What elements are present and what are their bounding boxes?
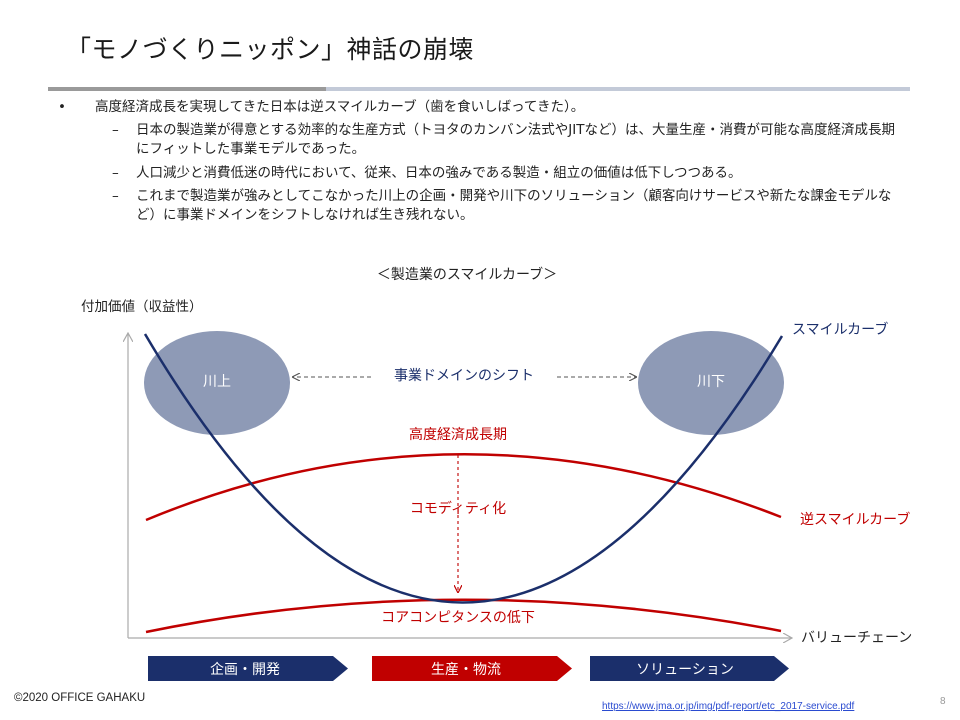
diagram-title: ＜製造業のスマイルカーブ＞ (377, 266, 557, 283)
x-axis-label: バリューチェーン (801, 630, 912, 646)
stage-label-production: 生産・物流 (431, 662, 501, 678)
title-underline-dark (48, 87, 326, 91)
sub-bullet-marker: – (112, 165, 119, 181)
page-number: 8 (940, 696, 946, 707)
smile-curve-label: スマイルカーブ (792, 321, 888, 338)
sub-bullet-marker: – (112, 188, 119, 204)
upstream-ellipse (144, 331, 290, 435)
sub-bullet-marker: – (112, 122, 119, 138)
upstream-label: 川上 (203, 374, 231, 390)
core-competence-label: コアコンピタンスの低下 (381, 610, 535, 626)
sub-bullet-text: 人口減少と消費低迷の時代において、従来、日本の強みである製造・組立の価値は低下し… (136, 165, 742, 181)
reverse-smile-curve-label: 逆スマイルカーブ (800, 511, 910, 528)
slide-title: 「モノづくりニッポン」神話の崩壊 (66, 35, 475, 64)
stage-label-planning: 企画・開発 (210, 661, 280, 678)
stage-arrow-planning (148, 656, 348, 681)
shift-label: 事業ドメインのシフト (394, 368, 534, 384)
title-underline-light (326, 87, 910, 91)
stage-arrow-solution (590, 656, 789, 681)
y-axis-label: 付加価値（収益性） (81, 299, 203, 315)
copyright: ©2020 OFFICE GAHAKU (14, 692, 146, 704)
lowered-curve (145, 598, 782, 634)
stage-arrow-production (372, 656, 572, 681)
source-link[interactable]: https://www.jma.or.jp/img/pdf-report/etc… (602, 701, 855, 712)
commoditization-label: コモディティ化 (410, 500, 506, 517)
growth-era-label: 高度経済成長期 (409, 426, 507, 443)
stage-label-solution: ソリューション (636, 662, 734, 678)
sub-bullet-text: これまで製造業が強みとしてこなかった川上の企画・開発や川下のソリューション（顧客… (136, 188, 892, 223)
sub-bullet-text: 日本の製造業が得意とする効率的な生産方式（トヨタのカンバン法式やJITなど）は、… (136, 122, 895, 157)
reverse-smile-curve (145, 453, 782, 522)
downstream-label: 川下 (697, 374, 725, 390)
bullet-text: 高度経済成長を実現してきた日本は逆スマイルカーブ（歯を食いしばってきた）。 (95, 99, 585, 115)
downstream-ellipse (638, 331, 784, 435)
bullet-marker: • (58, 99, 66, 115)
bullet-list: • 高度経済成長を実現してきた日本は逆スマイルカーブ（歯を食いしばってきた）。 … (0, 0, 960, 240)
smile-curve (143, 333, 784, 604)
